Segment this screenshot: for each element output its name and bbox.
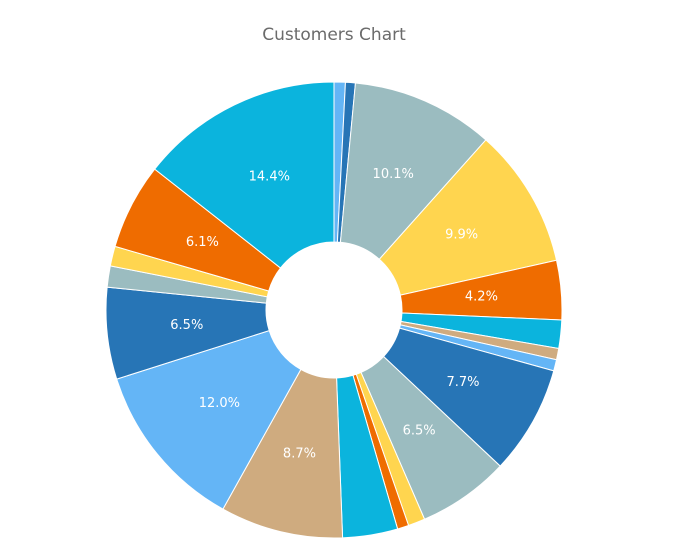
slice — [116, 329, 302, 510]
slice-label: 6.5% — [403, 424, 436, 439]
slice-label: 14.4% — [249, 169, 290, 184]
slice-label: 4.2% — [465, 289, 498, 304]
slice — [154, 81, 335, 269]
slice-label: 7.7% — [447, 375, 480, 390]
slice-label: 6.1% — [186, 235, 219, 250]
slice — [378, 139, 558, 296]
slice — [339, 82, 487, 260]
slice-label: 12.0% — [199, 396, 240, 411]
slice-label: 9.9% — [445, 228, 478, 243]
slice-label: 8.7% — [283, 446, 316, 461]
slice-label: 6.5% — [170, 318, 203, 333]
slice-label: 10.1% — [373, 167, 414, 182]
chart-title: Customers Chart — [262, 25, 406, 45]
